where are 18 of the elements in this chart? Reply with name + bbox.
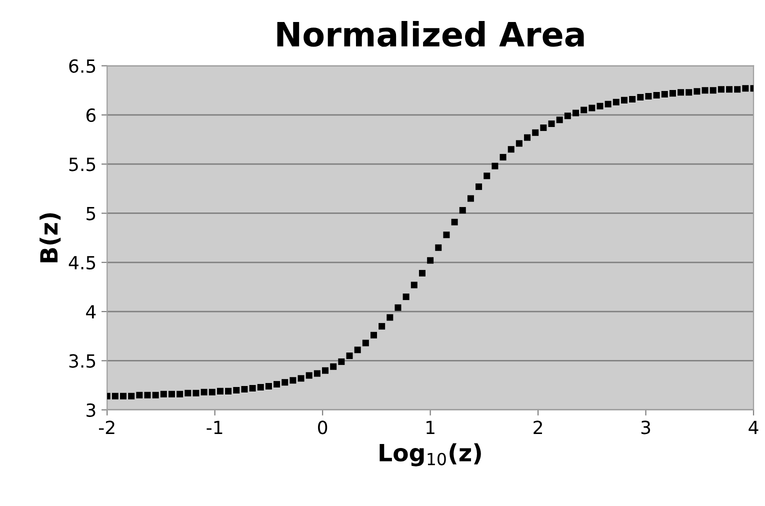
x-tick-label: 2	[534, 420, 542, 434]
chart-title: Normalized Area	[277, 21, 584, 47]
y-tick-label: 4.5	[68, 256, 96, 270]
y-tick-label: 4	[86, 305, 96, 318]
y-tick-label: 6.5	[69, 59, 96, 73]
x-tick-label: -2	[98, 420, 114, 434]
x-tick-label: 0	[318, 420, 328, 434]
y-axis-title: B(z)	[40, 213, 61, 262]
x-tick-label: 1	[426, 420, 434, 434]
x-tick-label: 3	[641, 420, 650, 434]
y-tick-label: 6	[86, 108, 96, 122]
x-tick-label: -1	[206, 420, 222, 434]
x-tick-label: 4	[748, 420, 758, 434]
y-tick-label: 5	[86, 206, 96, 220]
x-axis-title: Log$_{10}$(z)	[380, 443, 481, 466]
y-tick-label: 3	[86, 403, 96, 417]
y-tick-label: 3.5	[69, 354, 96, 368]
y-tick-label: 5.5	[69, 158, 96, 172]
